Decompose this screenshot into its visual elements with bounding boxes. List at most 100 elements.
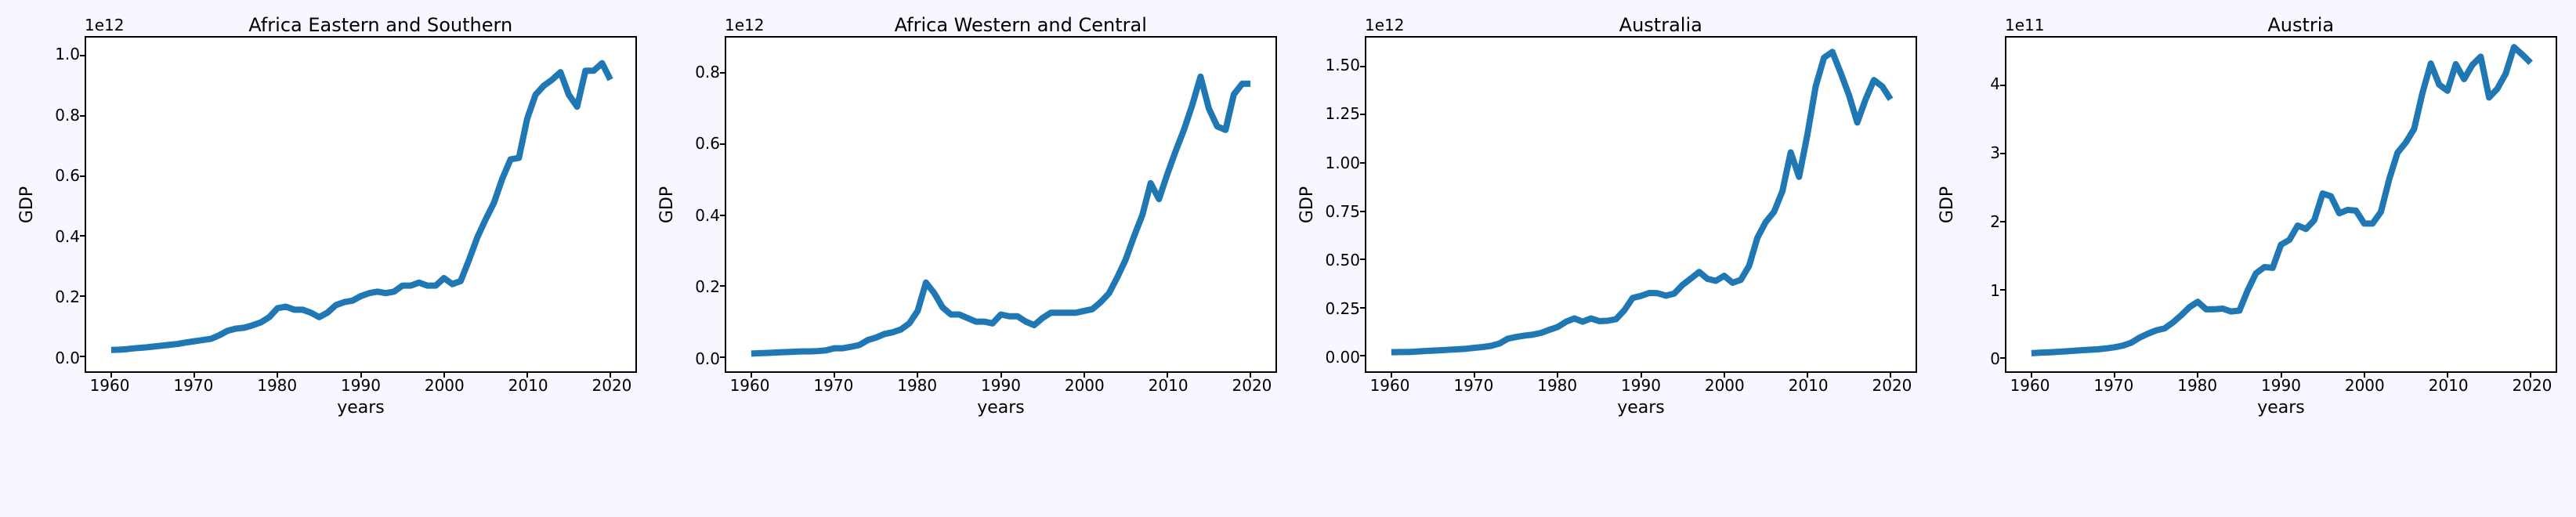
x-tick-label: 1970 (1453, 376, 1493, 395)
y-tick-label: 0.75 (1325, 202, 1360, 221)
line-plot (1366, 38, 1916, 371)
y-tick-mark (80, 115, 86, 117)
data-series-line (111, 63, 610, 350)
y-tick-mark (1360, 114, 1366, 115)
y-tick-label: 1.25 (1325, 104, 1360, 123)
x-tick-label: 1970 (173, 376, 213, 395)
x-tick-label: 2000 (425, 376, 465, 395)
y-axis-label: GDP (1298, 186, 1318, 222)
axis-offset-text: 1e12 (1365, 16, 1404, 36)
chart-panel: 1e12Africa Eastern and Southern GDP 0.0 0.2… (19, 14, 637, 418)
y-axis-label: GDP (658, 186, 678, 222)
y-tick-mark (2000, 221, 2006, 222)
x-tick-label: 1990 (2261, 376, 2301, 395)
y-tick-label: 0.8 (55, 106, 80, 125)
x-tick-label: 1960 (2010, 376, 2050, 395)
y-axis-label: GDP (1938, 186, 1958, 222)
y-tick-mark (720, 72, 726, 74)
x-tick-label: 1970 (2093, 376, 2133, 395)
y-tick-mark (720, 285, 726, 287)
y-tick-mark (2000, 357, 2006, 359)
x-tick-label: 2020 (1872, 376, 1912, 395)
y-tick-label: 3 (1990, 143, 2000, 162)
y-tick-label: 1.00 (1325, 154, 1360, 172)
y-tick-label: 1.0 (55, 45, 80, 63)
line-plot (726, 38, 1275, 371)
plot-axes (85, 36, 637, 373)
line-plot (86, 38, 635, 371)
y-tick-label: 1.50 (1325, 56, 1360, 74)
x-axis-label: years (725, 398, 1277, 418)
y-tick-label: 0 (1990, 349, 2000, 368)
y-tick-mark (80, 235, 86, 237)
chart-panel: 1e12Africa Western and CentralGDP0.00.20… (659, 14, 1277, 418)
y-tick-mark (1360, 162, 1366, 164)
x-tick-label: 2010 (1789, 376, 1829, 395)
line-plot (2006, 38, 2556, 371)
x-tick-label: 2020 (1232, 376, 1272, 395)
x-tick-label: 2020 (592, 376, 632, 395)
y-tick-label: 1 (1990, 281, 2000, 300)
chart-panel: 1e12AustraliaGDP0.000.250.500.751.001.25… (1299, 14, 1917, 418)
y-tick-mark (1360, 211, 1366, 212)
y-tick-mark (1360, 258, 1366, 260)
y-tick-label: 0.0 (55, 349, 80, 367)
chart-title: Africa Eastern and Southern (124, 14, 637, 36)
x-axis-label: years (2005, 398, 2557, 418)
x-tick-label: 1990 (1621, 376, 1661, 395)
y-tick-label: 0.8 (695, 63, 720, 81)
y-tick-label: 0.2 (55, 287, 80, 306)
chart-title: Australia (1404, 14, 1917, 36)
y-tick-label: 0.6 (55, 166, 80, 185)
x-tick-label: 1980 (897, 376, 937, 395)
x-tick-label: 2010 (1149, 376, 1189, 395)
y-tick-label: 0.25 (1325, 299, 1360, 318)
y-tick-label: 0.50 (1325, 251, 1360, 269)
y-tick-mark (1360, 66, 1366, 67)
x-axis-label: years (85, 398, 637, 418)
axis-offset-text: 1e12 (85, 16, 124, 36)
x-tick-label: 1990 (981, 376, 1021, 395)
y-axis-label: GDP (18, 186, 38, 222)
x-tick-label: 1960 (730, 376, 770, 395)
x-tick-label: 1970 (813, 376, 853, 395)
x-tick-label: 1960 (1370, 376, 1410, 395)
y-tick-label: 0.4 (55, 227, 80, 246)
x-tick-label: 1990 (341, 376, 381, 395)
y-tick-label: 0.4 (695, 206, 720, 225)
y-tick-mark (80, 295, 86, 297)
y-tick-mark (80, 55, 86, 56)
chart-panel: 1e11AustriaGDP01234196019701980199020002… (1939, 14, 2557, 418)
data-series-line (751, 77, 1250, 353)
y-tick-label: 0.2 (695, 277, 720, 296)
plot-axes (1365, 36, 1917, 373)
y-tick-label: 2 (1990, 212, 2000, 231)
y-tick-label: 0.6 (695, 134, 720, 153)
y-tick-mark (2000, 85, 2006, 86)
x-tick-label: 1980 (1537, 376, 1577, 395)
x-tick-label: 2000 (1065, 376, 1105, 395)
plot-axes (2005, 36, 2557, 373)
plot-axes (725, 36, 1277, 373)
y-tick-mark (80, 356, 86, 357)
x-axis-label: years (1365, 398, 1917, 418)
axis-offset-text: 1e11 (2005, 16, 2044, 36)
x-tick-label: 2010 (508, 376, 548, 395)
data-series-line (1391, 52, 1890, 352)
y-tick-mark (720, 143, 726, 145)
y-tick-mark (1360, 307, 1366, 309)
y-tick-mark (2000, 153, 2006, 154)
y-tick-mark (720, 356, 726, 358)
chart-title: Africa Western and Central (764, 14, 1277, 36)
y-tick-mark (2000, 289, 2006, 291)
data-series-line (2031, 47, 2531, 353)
x-tick-label: 2010 (2429, 376, 2469, 395)
x-tick-label: 2000 (2345, 376, 2385, 395)
x-tick-label: 1980 (257, 376, 297, 395)
x-tick-label: 2020 (2513, 376, 2552, 395)
y-tick-mark (1360, 355, 1366, 356)
x-tick-label: 2000 (1705, 376, 1745, 395)
x-tick-label: 1960 (90, 376, 130, 395)
y-tick-mark (720, 215, 726, 216)
y-tick-label: 4 (1990, 74, 2000, 93)
